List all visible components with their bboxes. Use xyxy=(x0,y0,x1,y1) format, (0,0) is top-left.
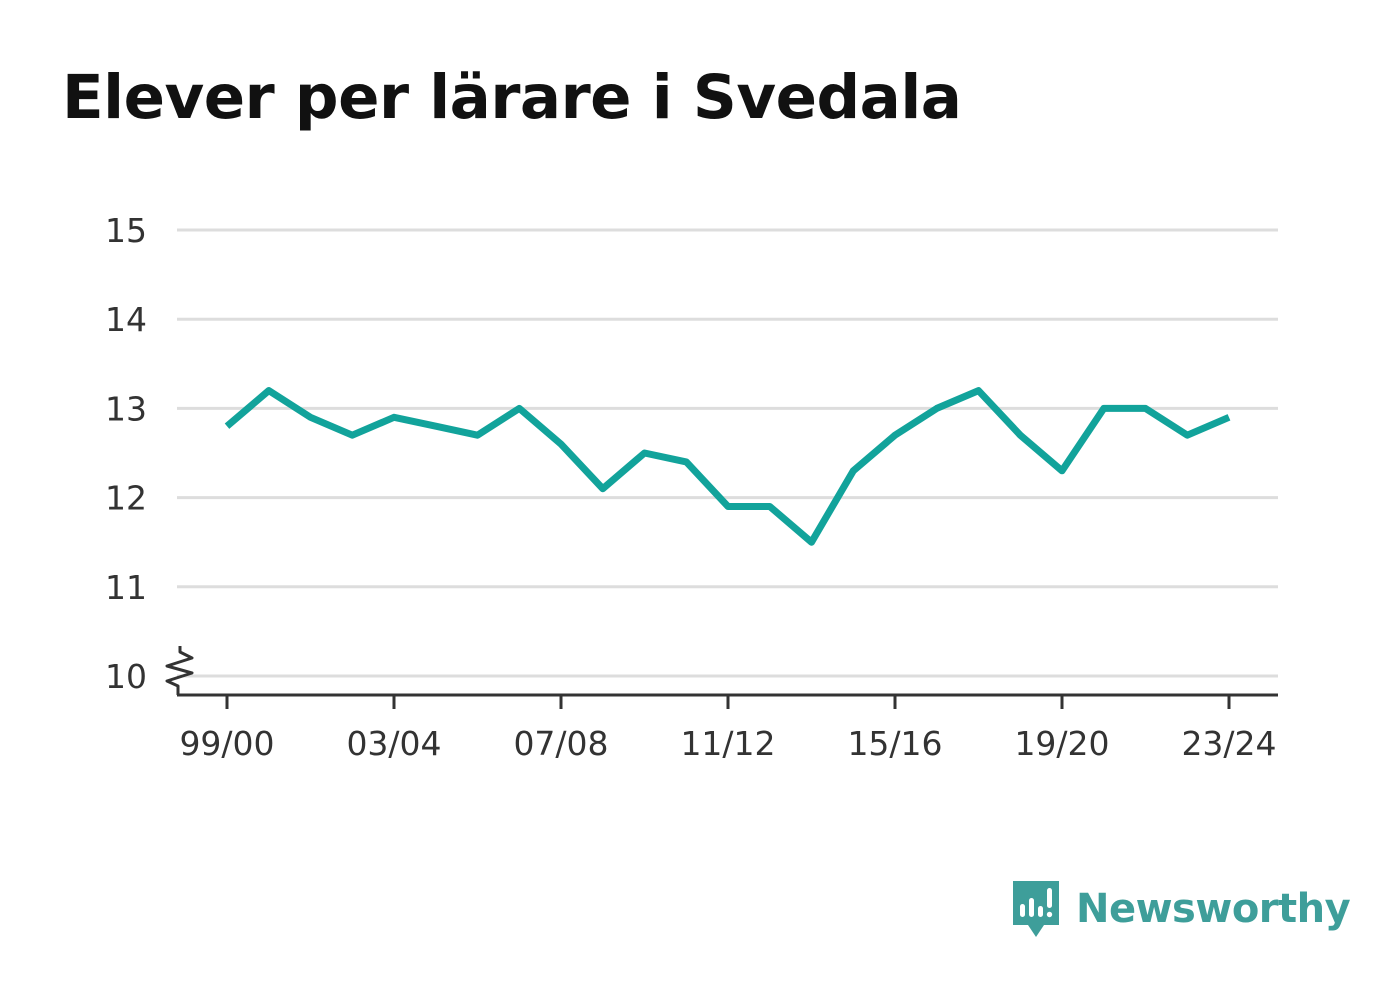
x-tick-label-07-08: 07/08 xyxy=(513,724,608,763)
brand-name: Newsworthy xyxy=(1076,886,1351,932)
y-tick-label-14: 14 xyxy=(105,300,147,339)
chart-title: Elever per lärare i Svedala xyxy=(62,62,962,133)
x-axis-ticks: 99/00 03/04 07/08 11/12 15/16 19/20 23/24 xyxy=(179,695,1277,763)
brand-logo: Newsworthy xyxy=(1010,878,1351,940)
y-tick-label-15: 15 xyxy=(105,211,147,250)
newsworthy-logo-icon xyxy=(1013,881,1059,937)
x-tick-label-15-16: 15/16 xyxy=(847,724,942,763)
series-line-0 xyxy=(224,387,1231,546)
y-tick-label-11: 11 xyxy=(105,568,147,607)
x-tick-label-19-20: 19/20 xyxy=(1014,724,1109,763)
x-tick-label-23-24: 23/24 xyxy=(1181,724,1276,763)
y-axis-labels: 10 11 12 13 14 15 xyxy=(105,211,147,696)
y-axis-break-icon xyxy=(165,646,194,695)
x-tick-label-03-04: 03/04 xyxy=(346,724,441,763)
x-tick-label-99-00: 99/00 xyxy=(179,724,274,763)
y-tick-label-10: 10 xyxy=(105,657,147,696)
x-axis xyxy=(165,646,1278,697)
series-layer xyxy=(224,387,1231,546)
x-tick-label-11-12: 11/12 xyxy=(680,724,775,763)
y-tick-label-12: 12 xyxy=(105,479,147,518)
y-tick-label-13: 13 xyxy=(105,389,147,428)
gridlines xyxy=(177,228,1278,678)
